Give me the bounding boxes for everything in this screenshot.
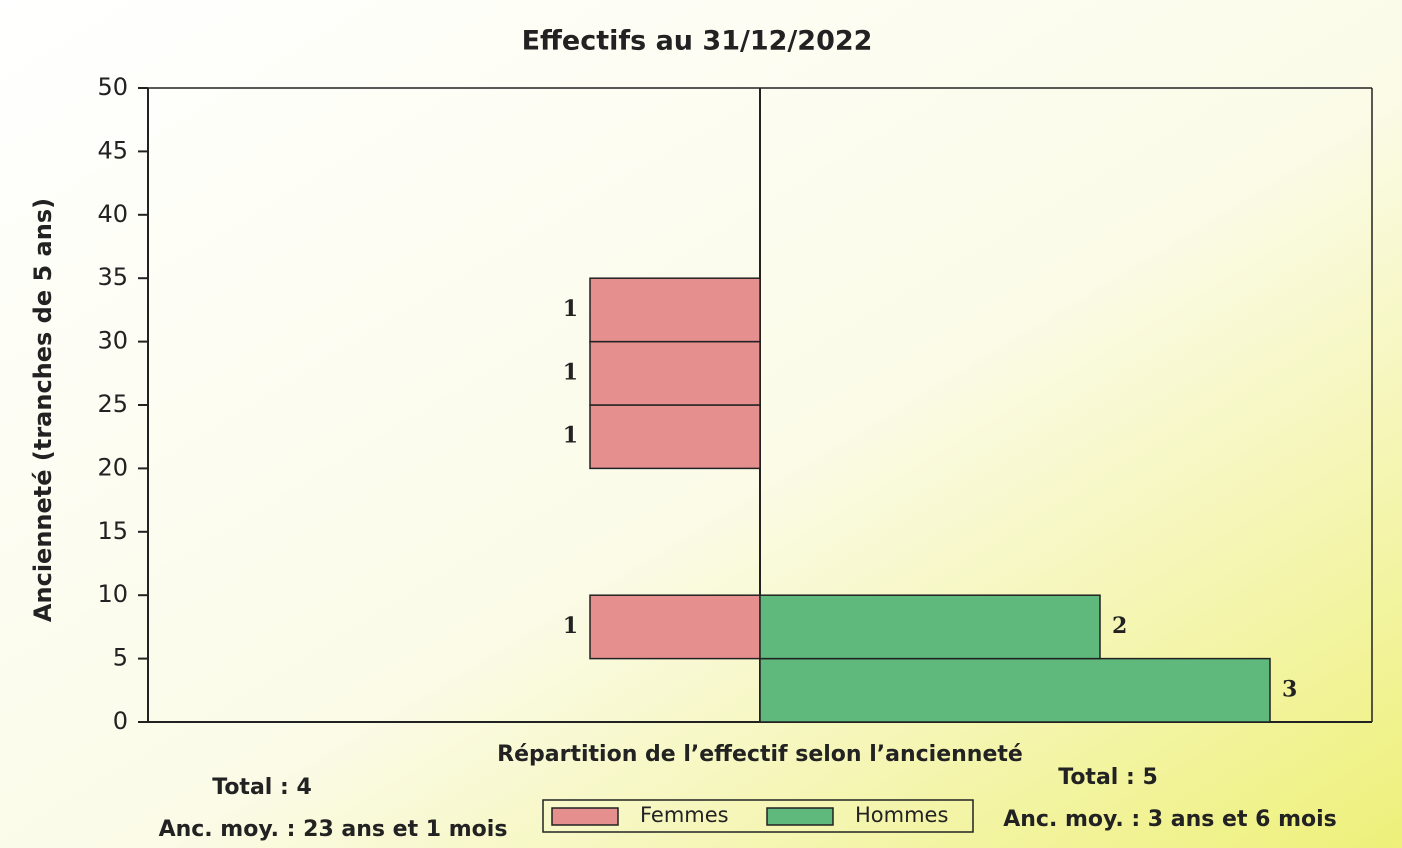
- annotation: Total : 4: [212, 775, 312, 800]
- y-tick-label: 40: [97, 200, 128, 228]
- data-label: 1: [563, 296, 578, 322]
- data-label: 1: [563, 613, 578, 639]
- annotation: Anc. moy. : 23 ans et 1 mois: [159, 817, 508, 842]
- y-tick-label: 50: [97, 73, 128, 101]
- y-tick-label: 20: [97, 453, 128, 481]
- legend-label: Hommes: [855, 803, 948, 827]
- annotation: Total : 5: [1058, 765, 1158, 790]
- x-axis-label: Répartition de l’effectif selon l’ancien…: [497, 742, 1023, 767]
- legend-box: [542, 799, 974, 833]
- chart-title: Effectifs au 31/12/2022: [522, 26, 873, 57]
- data-label: 1: [563, 423, 578, 449]
- y-tick-label: 25: [97, 390, 128, 418]
- bar: [589, 277, 761, 343]
- legend-swatch: [766, 807, 834, 826]
- y-tick-label: 45: [97, 136, 128, 164]
- data-label: 1: [563, 359, 578, 385]
- bar: [759, 594, 1101, 660]
- y-tick-label: 30: [97, 327, 128, 355]
- data-label: 3: [1282, 676, 1297, 702]
- legend-label: Femmes: [640, 803, 729, 827]
- y-tick-label: 35: [97, 263, 128, 291]
- bar: [589, 340, 761, 406]
- legend-swatch: [551, 807, 619, 826]
- y-tick-label: 0: [113, 707, 128, 735]
- data-label: 2: [1112, 613, 1127, 639]
- bar: [589, 594, 761, 660]
- y-tick-label: 15: [97, 517, 128, 545]
- y-tick-label: 10: [97, 580, 128, 608]
- bar: [589, 404, 761, 470]
- bar: [759, 657, 1271, 723]
- annotation: Anc. moy. : 3 ans et 6 mois: [1003, 807, 1337, 832]
- y-tick-label: 5: [113, 644, 128, 672]
- y-axis-label: Ancienneté (tranches de 5 ans): [29, 198, 57, 622]
